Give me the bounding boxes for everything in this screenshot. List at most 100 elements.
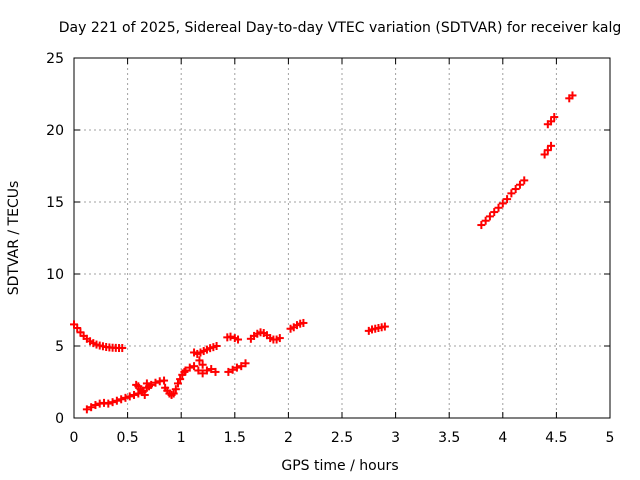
data-point: [82, 405, 91, 414]
x-tick-label: 1: [177, 430, 186, 446]
data-point: [234, 335, 243, 344]
data-point: [104, 399, 113, 408]
data-point: [202, 366, 211, 375]
series-bump-1.1: [181, 362, 220, 378]
x-tick-label: 2: [284, 430, 293, 446]
data-point: [503, 195, 512, 204]
data-point: [87, 403, 96, 412]
y-axis-ticks: 0 5 10 15 20 25: [46, 51, 610, 427]
data-point: [112, 396, 121, 405]
series-seg-4.65: [565, 91, 577, 103]
data-point: [134, 389, 143, 398]
data-point: [226, 332, 235, 341]
data-point: [224, 367, 233, 376]
data-point: [173, 379, 182, 388]
data-point: [211, 367, 220, 376]
data-point: [490, 208, 499, 217]
data-point: [145, 382, 154, 391]
y-tick-label: 25: [46, 51, 64, 67]
data-point: [507, 189, 516, 198]
series-cross-1.2: [195, 356, 207, 369]
data-point: [169, 389, 178, 398]
data-point: [511, 185, 520, 194]
data-point: [550, 113, 559, 122]
data-point: [207, 365, 216, 374]
data-point: [160, 376, 169, 385]
data-point: [117, 395, 126, 404]
x-tick-label: 4.5: [545, 430, 567, 446]
x-tick-label: 0.5: [116, 430, 138, 446]
series-upper-1.1: [190, 342, 221, 358]
x-tick-label: 2.5: [331, 430, 353, 446]
x-tick-label: 5: [606, 430, 615, 446]
data-point: [176, 375, 185, 384]
y-tick-label: 20: [46, 123, 64, 139]
data-point: [299, 318, 308, 327]
data-point: [547, 141, 556, 150]
data-point: [212, 342, 221, 350]
data-point: [108, 398, 117, 407]
data-point: [194, 366, 203, 375]
data-point: [140, 390, 149, 399]
data-point: [540, 150, 549, 159]
data-point: [130, 390, 139, 399]
data-point: [543, 146, 552, 155]
data-point: [498, 199, 507, 208]
data-point: [380, 322, 389, 331]
data-point: [91, 401, 100, 410]
series-seg-2.05: [286, 318, 308, 333]
data-point: [185, 363, 194, 372]
series-rising-track: [82, 376, 169, 414]
data-point: [228, 365, 237, 374]
data-point: [275, 334, 284, 343]
data-point: [73, 324, 82, 332]
data-point: [477, 221, 486, 230]
series-seg-2.8: [364, 322, 389, 335]
x-axis-ticks: 0 0.5 1 1.5 2 2.5 3 3.5 4 4.5 5: [70, 58, 615, 446]
data-point: [494, 203, 503, 212]
x-tick-label: 3: [391, 430, 400, 446]
x-tick-label: 1.5: [224, 430, 246, 446]
series-seg-4.4: [540, 141, 556, 159]
series-seg-1.45: [223, 332, 243, 344]
data-points: [70, 91, 577, 414]
chart-title: Day 221 of 2025, Sidereal Day-to-day VTE…: [59, 20, 621, 36]
y-tick-label: 10: [46, 267, 64, 283]
grid-lines: [74, 58, 610, 418]
data-point: [181, 366, 190, 375]
data-point: [198, 360, 207, 369]
x-tick-label: 3.5: [438, 430, 460, 446]
x-tick-label: 0: [70, 430, 79, 446]
y-axis-label: SDTVAR / TECUs: [6, 181, 22, 296]
data-point: [151, 378, 160, 387]
series-seg-4.45: [543, 113, 559, 129]
data-point: [190, 362, 199, 371]
y-tick-label: 5: [55, 339, 64, 355]
data-point: [121, 393, 130, 402]
data-point: [195, 356, 204, 365]
data-point: [547, 117, 556, 126]
x-tick-label: 4: [498, 430, 507, 446]
series-decay-arc: [70, 320, 127, 353]
series-dip-0.9: [161, 367, 189, 399]
data-point: [520, 176, 529, 185]
data-point: [232, 363, 241, 372]
series-rise-1.45: [224, 359, 250, 376]
series-steep-3.8: [477, 176, 529, 230]
series-cluster-0.6: [132, 379, 154, 399]
data-point: [515, 180, 524, 189]
data-point: [485, 212, 494, 221]
data-point: [180, 367, 189, 376]
data-point: [125, 392, 134, 401]
y-tick-label: 15: [46, 195, 64, 211]
series-wave-1.7: [246, 328, 284, 344]
data-point: [118, 344, 127, 353]
x-axis-label: GPS time / hours: [281, 458, 398, 474]
data-point: [241, 359, 250, 368]
data-point: [237, 362, 246, 371]
data-point: [481, 216, 490, 225]
data-point: [198, 369, 207, 378]
data-point: [171, 385, 180, 394]
data-point: [568, 91, 577, 100]
